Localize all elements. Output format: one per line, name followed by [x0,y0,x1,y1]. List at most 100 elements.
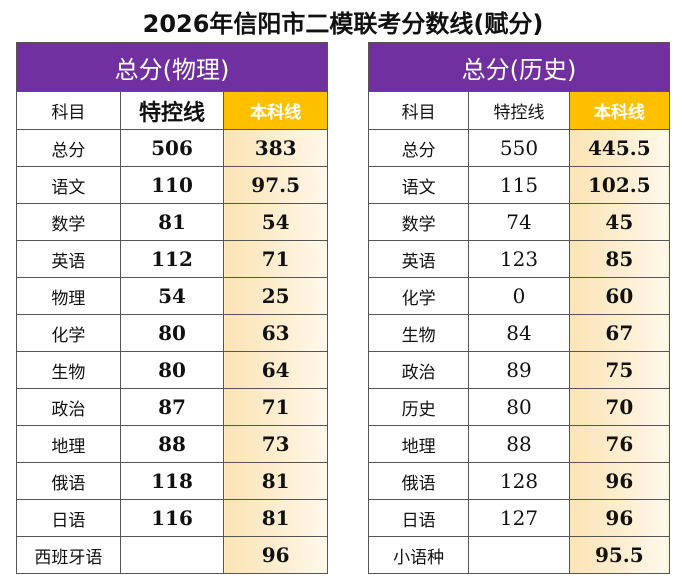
cell: 71 [223,388,328,426]
cell: 小语种 [367,536,470,574]
cell: 西班牙语 [16,536,121,574]
cell: 75 [568,351,671,389]
cell: 550 [468,129,570,167]
cell: 110 [119,166,225,204]
table-row: 语文 115 102.5 [367,166,671,204]
cell: 73 [223,425,328,463]
cell: 数学 [16,203,121,241]
cell: 54 [223,203,328,241]
cell: 语文 [16,166,121,204]
cell: 95.5 [568,536,671,574]
cell: 123 [468,240,570,278]
cell: 历史 [367,388,470,426]
column-header: 本科线 [223,91,328,130]
page-title: 2026年信阳市二模联考分数线(赋分) [142,10,544,38]
cell: 地理 [367,425,470,463]
column-row: 科目 特控线 本科线 [16,91,328,130]
score-table: 总分(历史) 科目 特控线 本科线 总分 550 445.5 语文 115 102.5 数学 74 45… [367,42,671,574]
cell: 政治 [16,388,121,426]
cell: 物理 [16,277,121,315]
cell [119,536,225,574]
cell: 80 [119,351,225,389]
cell: 25 [223,277,328,315]
cell: 76 [568,425,671,463]
cell: 81 [119,203,225,241]
table-row: 历史 80 70 [367,388,671,426]
cell: 60 [568,277,671,315]
cell: 445.5 [568,129,671,167]
table-row: 生物 84 67 [367,314,671,352]
table-row: 西班牙语 96 [16,536,328,574]
cell: 112 [119,240,225,278]
table-row: 英语 112 71 [16,240,328,278]
cell: 63 [223,314,328,352]
table-row: 数学 81 54 [16,203,328,241]
cell: 102.5 [568,166,671,204]
cell: 英语 [367,240,470,278]
table-row: 英语 123 85 [367,240,671,278]
cell: 116 [119,499,225,537]
cell: 88 [119,425,225,463]
cell [468,536,570,574]
cell: 96 [223,536,328,574]
table-row: 化学 80 63 [16,314,328,352]
header-row: 总分(物理) [16,42,328,92]
cell: 128 [468,462,570,500]
table-row: 总分 550 445.5 [367,129,671,167]
cell: 115 [468,166,570,204]
column-row: 科目 特控线 本科线 [367,91,671,130]
cell: 地理 [16,425,121,463]
table-row: 小语种 95.5 [367,536,671,574]
cell: 84 [468,314,570,352]
cell: 俄语 [16,462,121,500]
cell: 89 [468,351,570,389]
table-row: 日语 127 96 [367,499,671,537]
table-row: 地理 88 76 [367,425,671,463]
cell: 506 [119,129,225,167]
table-row: 语文 110 97.5 [16,166,328,204]
cell: 政治 [367,351,470,389]
cell: 67 [568,314,671,352]
table-row: 生物 80 64 [16,351,328,389]
header-row: 总分(历史) [368,42,670,92]
cell: 日语 [16,499,121,537]
cell: 81 [223,499,328,537]
cell: 0 [468,277,570,315]
column-header: 科目 [16,91,121,130]
table-row: 物理 54 25 [16,277,328,315]
cell: 64 [223,351,328,389]
cell: 80 [468,388,570,426]
cell: 74 [468,203,570,241]
cell: 语文 [367,166,470,204]
cell: 80 [119,314,225,352]
cell: 96 [568,462,671,500]
cell: 数学 [367,203,470,241]
table-row: 俄语 118 81 [16,462,328,500]
cell: 英语 [16,240,121,278]
table-row: 政治 89 75 [367,351,671,389]
cell: 俄语 [367,462,470,500]
table-row: 总分 506 383 [16,129,328,167]
table-row: 日语 116 81 [16,499,328,537]
table-title: 总分(历史) [368,42,670,92]
cell: 88 [468,425,570,463]
cell: 45 [568,203,671,241]
column-header: 特控线 [119,91,225,130]
column-header: 科目 [367,91,470,130]
cell: 127 [468,499,570,537]
cell: 96 [568,499,671,537]
table-row: 地理 88 73 [16,425,328,463]
cell: 81 [223,462,328,500]
cell: 54 [119,277,225,315]
cell: 383 [223,129,328,167]
table-row: 俄语 128 96 [367,462,671,500]
cell: 生物 [16,351,121,389]
cell: 97.5 [223,166,328,204]
cell: 总分 [367,129,470,167]
cell: 日语 [367,499,470,537]
cell: 生物 [367,314,470,352]
cell: 85 [568,240,671,278]
table-title: 总分(物理) [16,42,328,92]
cell: 71 [223,240,328,278]
